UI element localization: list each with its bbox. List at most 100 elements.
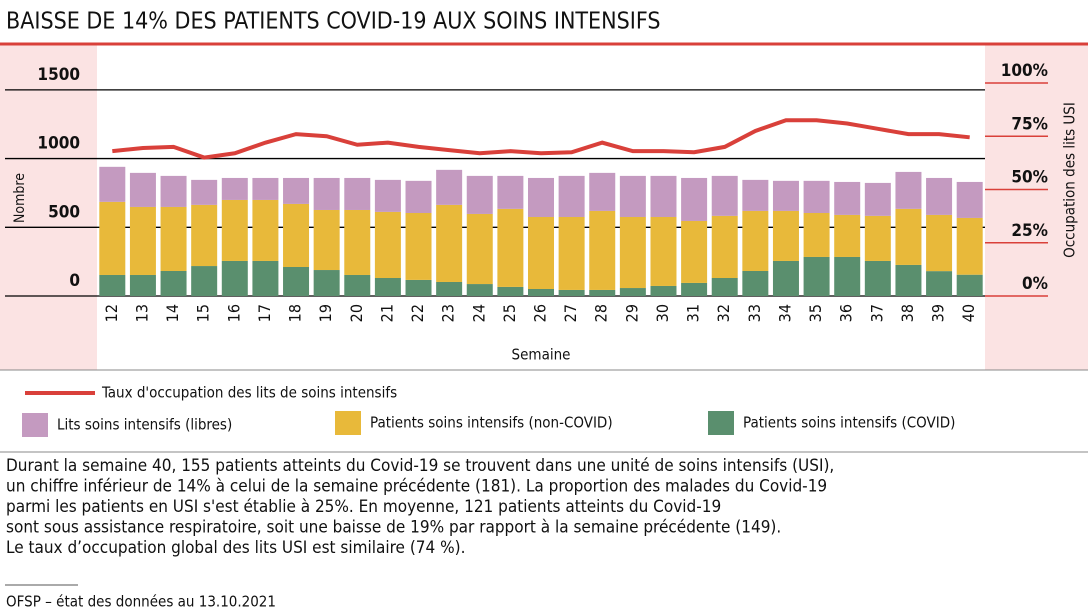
note-line: parmi les patients en USI s'est établie … — [6, 497, 721, 517]
y2-tick-label: 75% — [1011, 114, 1048, 134]
bar-segment — [589, 172, 616, 211]
x-tick-label: 25 — [500, 304, 519, 322]
x-tick-label: 13 — [132, 304, 151, 322]
line — [112, 118, 970, 160]
bar-segment — [497, 175, 524, 209]
chart-title: BAISSE DE 14% DES PATIENTS COVID-19 AUX … — [6, 9, 660, 35]
bar-segment — [619, 216, 646, 289]
x-tick-label: 16 — [224, 304, 243, 322]
bar-segment — [129, 206, 156, 275]
bar-segment — [160, 270, 187, 296]
bar-segment — [619, 288, 646, 296]
legend-label: Lits soins intensifs (libres) — [57, 416, 232, 434]
bar-segment — [681, 177, 708, 221]
x-tick-label: 36 — [837, 304, 856, 322]
bar-segment — [344, 209, 371, 275]
legend-swatch — [335, 411, 361, 435]
y-tick-label: 0 — [69, 271, 80, 291]
x-tick-label: 38 — [898, 304, 917, 322]
bar-segment — [650, 285, 677, 296]
bar-segment — [803, 256, 830, 296]
y-tick-label: 500 — [48, 202, 80, 222]
bar-segment — [619, 175, 646, 217]
bar-segment — [436, 281, 463, 296]
x-tick-label: 33 — [745, 304, 764, 322]
bar-segment — [926, 177, 953, 215]
bar-segment — [742, 270, 769, 296]
x-tick-label: 19 — [316, 304, 335, 322]
bar-segment — [558, 175, 585, 217]
note-line: Durant la semaine 40, 155 patients attei… — [6, 456, 834, 476]
bar-segment — [374, 277, 401, 296]
bar-segment — [834, 214, 861, 257]
bar-segment — [221, 199, 248, 261]
bar-segment — [650, 216, 677, 286]
bar-segment — [466, 175, 493, 214]
x-tick-label: 35 — [806, 304, 825, 322]
bar-segment — [344, 274, 371, 296]
bar-segment — [252, 199, 279, 261]
bar-segment — [956, 217, 983, 275]
bar-segment — [252, 177, 279, 200]
bar-segment — [191, 266, 218, 296]
bar-segment — [895, 171, 922, 209]
x-axis-label: Semaine — [512, 346, 571, 364]
bar-segment — [650, 175, 677, 217]
note-line: Le taux d’occupation global des lits USI… — [6, 538, 465, 558]
x-tick-label: 40 — [959, 304, 978, 322]
bar-segment — [895, 208, 922, 265]
bar-segment — [956, 274, 983, 296]
bar-segment — [895, 264, 922, 296]
x-tick-label: 37 — [867, 304, 886, 322]
legend-label: Patients soins intensifs (COVID) — [743, 414, 955, 432]
x-tick-label: 24 — [469, 304, 488, 322]
bar-segment — [834, 181, 861, 215]
x-tick-label: 20 — [347, 304, 366, 322]
bar-segment — [803, 180, 830, 213]
bar-segment — [558, 216, 585, 290]
y-tick-label: 1500 — [37, 65, 80, 85]
note-line: un chiffre inférieur de 14% à celui de l… — [6, 477, 827, 497]
bar-segment — [191, 179, 218, 205]
bar-segment — [681, 282, 708, 296]
bar-segment — [803, 212, 830, 257]
y2-tick-label: 0% — [1022, 274, 1048, 294]
bar-segment — [834, 256, 861, 296]
bar-segment — [589, 210, 616, 290]
x-tick-label: 39 — [929, 304, 948, 322]
bar-segment — [558, 289, 585, 296]
bar-segment — [466, 213, 493, 285]
legend-label: Taux d'occupation des lits de soins inte… — [101, 384, 397, 402]
x-tick-label: 30 — [653, 304, 672, 322]
bar-segment — [956, 181, 983, 218]
bar-segment — [528, 288, 554, 296]
y-axis-label: Nombre — [12, 173, 28, 223]
bar-segment — [926, 271, 953, 296]
bar-segment — [528, 216, 554, 289]
bar-segment — [497, 286, 524, 296]
legend-swatch — [22, 413, 48, 437]
bar-segment — [711, 277, 738, 296]
x-tick-label: 27 — [561, 304, 580, 322]
bar-segment — [497, 208, 524, 287]
bar-segment — [864, 182, 891, 216]
bar-segment — [283, 203, 310, 268]
x-tick-label: 15 — [194, 304, 213, 322]
x-tick-label: 21 — [377, 304, 396, 322]
legend-swatch — [708, 411, 734, 435]
x-tick-label: 34 — [775, 304, 794, 322]
y2-tick-label: 50% — [1011, 168, 1048, 188]
legend-label: Patients soins intensifs (non-COVID) — [370, 414, 613, 432]
bar-segment — [313, 270, 340, 296]
bar-segment — [742, 179, 769, 211]
bar-segment — [99, 201, 126, 275]
y2-tick-label: 25% — [1011, 221, 1048, 241]
bar-segment — [405, 279, 432, 296]
y-tick-label: 1000 — [37, 134, 80, 154]
bar-segment — [221, 177, 248, 200]
bar-segment — [313, 209, 340, 271]
bar-segment — [129, 172, 156, 207]
x-tick-label: 14 — [163, 304, 182, 322]
bar-segment — [772, 180, 799, 211]
